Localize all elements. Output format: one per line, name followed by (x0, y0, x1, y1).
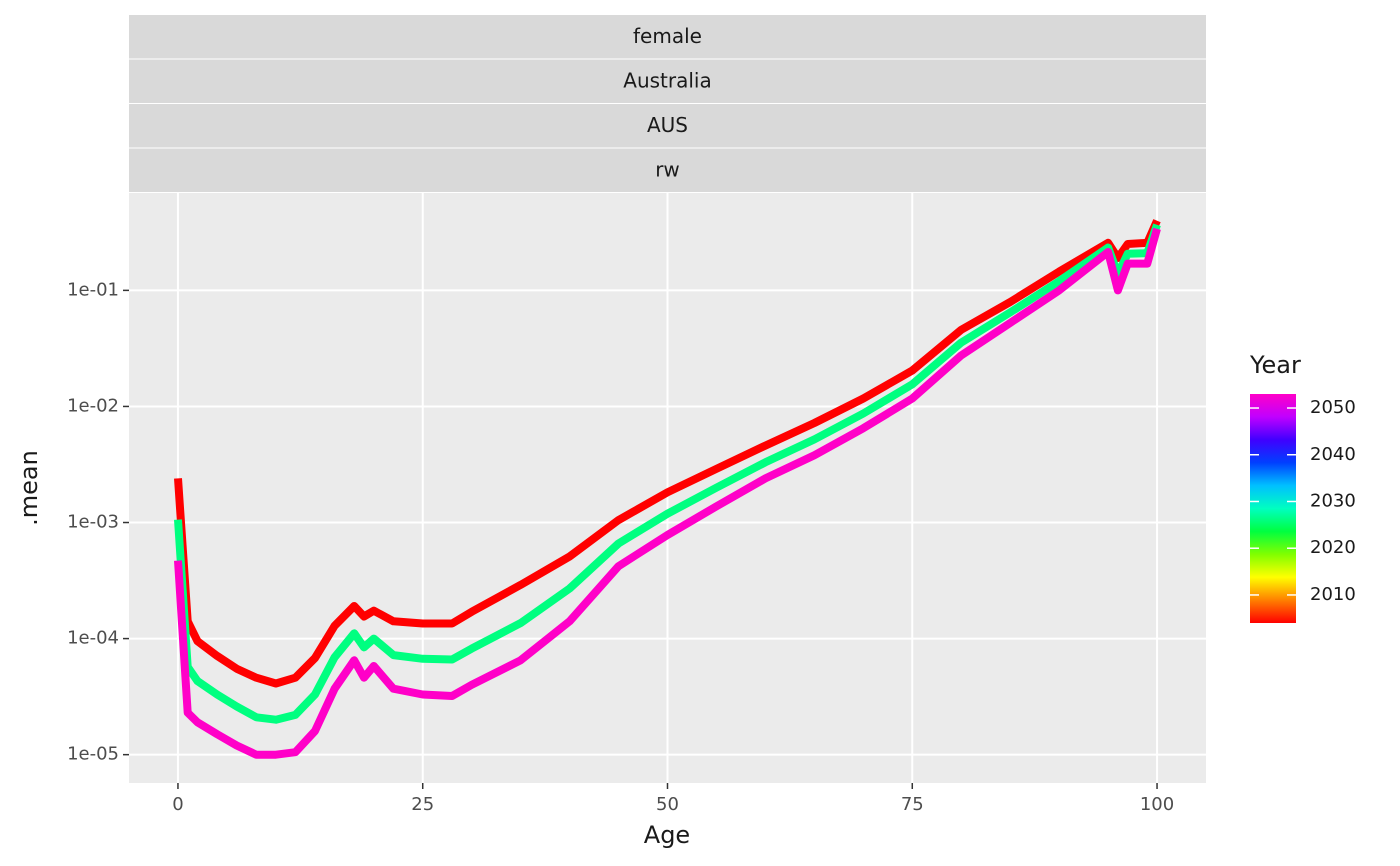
legend-label: 2040 (1310, 444, 1356, 465)
y-tick-label: 1e-04 (67, 628, 119, 649)
legend-label: 2010 (1310, 584, 1356, 605)
series-line (174, 219, 1161, 688)
strip-label: AUS (647, 113, 688, 137)
facet-strip (129, 104, 1206, 148)
y-tick-label: 1e-05 (67, 744, 119, 765)
legend-label: 2050 (1310, 397, 1356, 418)
strip-label: rw (655, 157, 680, 181)
plot-area (174, 219, 1161, 759)
y-tick-label: 1e-01 (67, 279, 119, 300)
y-tick-label: 1e-03 (67, 512, 119, 533)
x-tick-label: 50 (656, 794, 679, 815)
facet-strip (129, 15, 1206, 59)
y-axis-title: .mean (15, 450, 43, 526)
x-tick-label: 75 (901, 794, 924, 815)
y-tick-label: 1e-02 (67, 395, 119, 416)
strip-label: Australia (623, 68, 711, 92)
legend-label: 2020 (1310, 537, 1356, 558)
legend-title: Year (1249, 351, 1301, 379)
x-tick-label: 100 (1140, 794, 1174, 815)
legend-label: 2030 (1310, 490, 1356, 511)
x-tick-label: 25 (411, 794, 434, 815)
series-line (174, 227, 1161, 759)
x-axis-title: Age (644, 821, 690, 849)
series-line (174, 223, 1161, 724)
facet-strip (129, 148, 1206, 192)
strip-label: female (633, 24, 702, 48)
x-tick-label: 0 (172, 794, 183, 815)
colorbar (1250, 394, 1296, 623)
facet-strip (129, 59, 1206, 103)
